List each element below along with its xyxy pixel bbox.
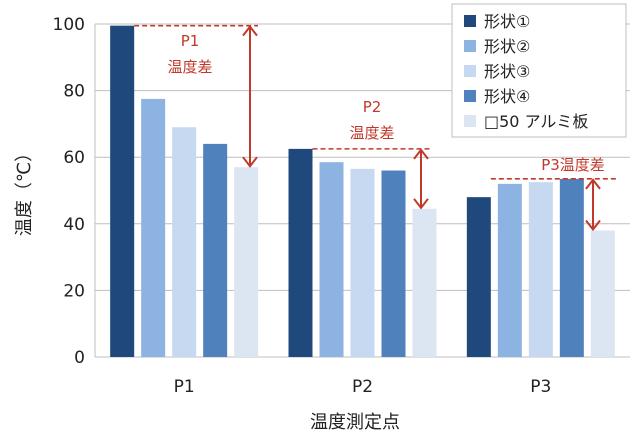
annotation-label: P2 bbox=[363, 98, 382, 116]
legend-swatch bbox=[464, 115, 476, 127]
bar bbox=[497, 183, 522, 357]
bar bbox=[319, 162, 344, 357]
bar bbox=[590, 230, 615, 357]
bar bbox=[528, 182, 553, 357]
annotation-label: 温度差 bbox=[167, 58, 212, 76]
annotations: P1 温度差 P2 温度差 P3温度差 bbox=[134, 24, 616, 232]
arrow-head bbox=[242, 25, 258, 37]
bars bbox=[110, 25, 615, 358]
legend-swatch bbox=[464, 90, 476, 102]
bar bbox=[141, 98, 166, 358]
bar bbox=[203, 143, 228, 357]
x-tick-label: P3 bbox=[530, 377, 551, 397]
bar bbox=[381, 170, 406, 357]
bar bbox=[350, 168, 375, 357]
annotation-label: P1 bbox=[181, 32, 200, 50]
y-tick-label: 80 bbox=[63, 82, 85, 102]
legend-swatch bbox=[464, 40, 476, 52]
x-tick-label: P2 bbox=[352, 377, 373, 397]
legend-swatch bbox=[464, 15, 476, 27]
arrow-head bbox=[242, 156, 258, 168]
bar bbox=[110, 25, 135, 357]
annotation-label: P3温度差 bbox=[541, 156, 605, 174]
y-tick-label: 60 bbox=[63, 148, 85, 168]
legend-label: 形状④ bbox=[484, 87, 530, 106]
y-axis-label: 温度（℃） bbox=[14, 144, 35, 236]
bar bbox=[466, 197, 491, 357]
arrow-head bbox=[585, 219, 601, 232]
x-axis-label: 温度測定点 bbox=[310, 412, 400, 433]
bar bbox=[234, 167, 259, 357]
legend-label: 形状② bbox=[484, 37, 530, 56]
legend-label: 形状① bbox=[484, 12, 530, 31]
legend-label: □50 アルミ板 bbox=[484, 112, 588, 131]
y-tick-label: 0 bbox=[74, 348, 85, 368]
y-tick-label: 100 bbox=[53, 15, 85, 35]
y-tick-label: 40 bbox=[63, 215, 85, 235]
legend: 形状① 形状② 形状③ 形状④ □50 アルミ板 bbox=[451, 3, 627, 138]
arrow-head bbox=[413, 198, 429, 210]
arrow-head bbox=[585, 178, 601, 190]
legend-swatch bbox=[464, 65, 476, 77]
legend-label: 形状③ bbox=[484, 62, 530, 81]
legend-box bbox=[451, 3, 627, 138]
bar bbox=[412, 208, 437, 357]
annotation-label: 温度差 bbox=[349, 124, 394, 142]
arrow-head bbox=[413, 148, 429, 160]
bar bbox=[559, 178, 584, 357]
x-tick-label: P1 bbox=[174, 377, 195, 397]
y-tick-label: 20 bbox=[63, 281, 85, 301]
bar bbox=[288, 148, 313, 357]
axes: 温度（℃） 温度測定点 0 20 40 60 80 100 P1 P2 P3 bbox=[14, 15, 551, 433]
bar bbox=[172, 127, 197, 357]
